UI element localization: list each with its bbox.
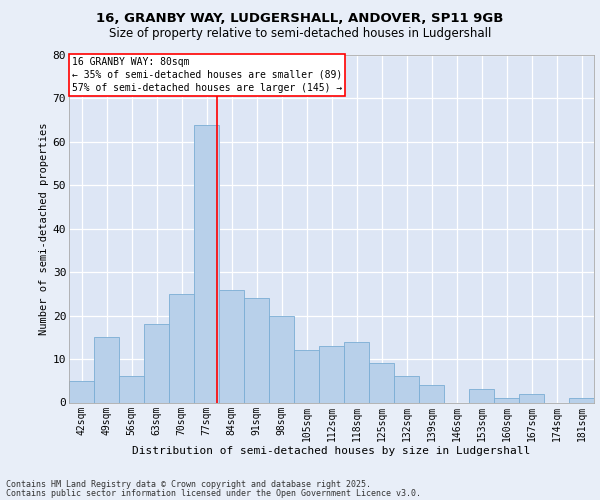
Bar — [370, 364, 394, 403]
Text: Contains HM Land Registry data © Crown copyright and database right 2025.: Contains HM Land Registry data © Crown c… — [6, 480, 371, 489]
Bar — [394, 376, 419, 402]
Bar — [269, 316, 293, 402]
Bar — [520, 394, 544, 402]
Bar — [569, 398, 593, 402]
X-axis label: Distribution of semi-detached houses by size in Ludgershall: Distribution of semi-detached houses by … — [133, 446, 530, 456]
Bar — [494, 398, 518, 402]
Bar — [70, 381, 94, 402]
Y-axis label: Number of semi-detached properties: Number of semi-detached properties — [38, 122, 49, 335]
Bar — [194, 124, 218, 402]
Bar — [419, 385, 443, 402]
Text: Contains public sector information licensed under the Open Government Licence v3: Contains public sector information licen… — [6, 489, 421, 498]
Bar — [220, 290, 244, 403]
Bar — [244, 298, 269, 403]
Bar — [145, 324, 169, 402]
Bar — [119, 376, 143, 402]
Text: Size of property relative to semi-detached houses in Ludgershall: Size of property relative to semi-detach… — [109, 28, 491, 40]
Bar — [469, 390, 494, 402]
Text: 16 GRANBY WAY: 80sqm
← 35% of semi-detached houses are smaller (89)
57% of semi-: 16 GRANBY WAY: 80sqm ← 35% of semi-detac… — [71, 56, 342, 93]
Bar — [169, 294, 194, 403]
Text: 16, GRANBY WAY, LUDGERSHALL, ANDOVER, SP11 9GB: 16, GRANBY WAY, LUDGERSHALL, ANDOVER, SP… — [97, 12, 503, 26]
Bar — [295, 350, 319, 403]
Bar — [94, 338, 119, 402]
Bar — [344, 342, 368, 402]
Bar — [319, 346, 344, 403]
